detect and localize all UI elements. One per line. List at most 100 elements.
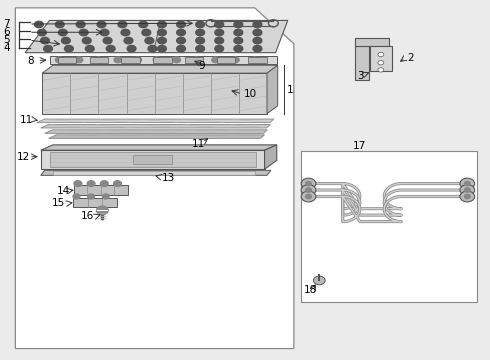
Polygon shape xyxy=(265,145,277,169)
Bar xyxy=(217,57,235,63)
Circle shape xyxy=(212,57,220,63)
Polygon shape xyxy=(41,150,265,169)
Circle shape xyxy=(192,57,200,63)
Circle shape xyxy=(118,21,127,28)
Text: 10: 10 xyxy=(244,89,257,99)
Circle shape xyxy=(114,57,122,63)
Circle shape xyxy=(234,45,243,52)
Circle shape xyxy=(55,57,63,63)
Circle shape xyxy=(378,52,384,57)
Text: 11: 11 xyxy=(20,115,33,125)
Bar xyxy=(185,57,203,63)
Circle shape xyxy=(196,29,204,36)
Bar xyxy=(153,57,172,63)
Text: 6: 6 xyxy=(3,27,10,37)
Bar xyxy=(355,39,389,45)
Text: 11: 11 xyxy=(192,139,205,149)
Circle shape xyxy=(215,45,223,52)
Circle shape xyxy=(176,29,185,36)
Text: 7: 7 xyxy=(3,19,10,29)
Circle shape xyxy=(460,191,475,202)
Text: 18: 18 xyxy=(304,285,317,296)
Bar xyxy=(73,198,117,207)
Text: 3: 3 xyxy=(357,71,364,81)
Circle shape xyxy=(74,181,82,186)
Circle shape xyxy=(215,29,223,36)
Circle shape xyxy=(306,194,312,199)
Circle shape xyxy=(460,178,475,189)
Text: 9: 9 xyxy=(198,61,205,71)
Circle shape xyxy=(251,57,259,63)
Circle shape xyxy=(196,45,204,52)
Circle shape xyxy=(253,45,262,52)
Bar xyxy=(248,57,267,63)
Circle shape xyxy=(253,21,262,28)
Circle shape xyxy=(158,37,166,44)
Circle shape xyxy=(301,185,316,195)
Circle shape xyxy=(75,57,83,63)
Polygon shape xyxy=(267,65,278,114)
Circle shape xyxy=(314,276,325,285)
Circle shape xyxy=(176,21,185,28)
Circle shape xyxy=(378,60,384,65)
Circle shape xyxy=(465,194,470,199)
Circle shape xyxy=(121,29,130,36)
Text: 2: 2 xyxy=(408,53,415,63)
Circle shape xyxy=(465,181,470,186)
Polygon shape xyxy=(42,65,278,73)
Polygon shape xyxy=(41,125,270,128)
Circle shape xyxy=(306,181,312,186)
Circle shape xyxy=(234,29,243,36)
Circle shape xyxy=(82,37,91,44)
Circle shape xyxy=(97,21,106,28)
Circle shape xyxy=(85,45,94,52)
Circle shape xyxy=(34,21,43,28)
Polygon shape xyxy=(41,145,277,150)
Circle shape xyxy=(88,194,95,199)
Circle shape xyxy=(158,29,166,36)
Circle shape xyxy=(38,29,47,36)
Circle shape xyxy=(306,188,312,192)
Circle shape xyxy=(196,37,204,44)
Circle shape xyxy=(55,21,64,28)
Circle shape xyxy=(41,37,49,44)
Text: 15: 15 xyxy=(52,198,65,208)
Circle shape xyxy=(139,21,147,28)
Bar xyxy=(122,57,140,63)
Circle shape xyxy=(234,37,243,44)
Circle shape xyxy=(127,45,136,52)
Circle shape xyxy=(65,45,74,52)
Bar xyxy=(58,57,76,63)
Bar xyxy=(133,155,172,164)
Circle shape xyxy=(76,21,85,28)
Circle shape xyxy=(196,21,204,28)
Circle shape xyxy=(176,37,185,44)
Circle shape xyxy=(253,37,262,44)
Bar xyxy=(301,151,477,302)
Polygon shape xyxy=(49,135,265,138)
Circle shape xyxy=(158,45,166,52)
Text: 16: 16 xyxy=(80,211,94,221)
Circle shape xyxy=(231,57,239,63)
Text: 13: 13 xyxy=(162,173,175,183)
Polygon shape xyxy=(37,119,274,123)
Text: 1: 1 xyxy=(287,85,293,95)
Circle shape xyxy=(58,29,67,36)
Text: 5: 5 xyxy=(3,35,10,45)
Circle shape xyxy=(176,45,185,52)
Circle shape xyxy=(114,181,122,186)
Text: 14: 14 xyxy=(57,186,70,196)
Circle shape xyxy=(142,29,151,36)
Circle shape xyxy=(73,194,80,199)
Circle shape xyxy=(253,29,262,36)
Text: 4: 4 xyxy=(3,43,10,53)
Circle shape xyxy=(215,37,223,44)
Circle shape xyxy=(61,37,70,44)
Circle shape xyxy=(100,181,108,186)
Bar xyxy=(355,45,368,80)
Circle shape xyxy=(158,21,166,28)
Bar xyxy=(369,46,392,71)
Circle shape xyxy=(124,37,133,44)
Bar xyxy=(74,185,128,195)
Circle shape xyxy=(460,185,475,195)
